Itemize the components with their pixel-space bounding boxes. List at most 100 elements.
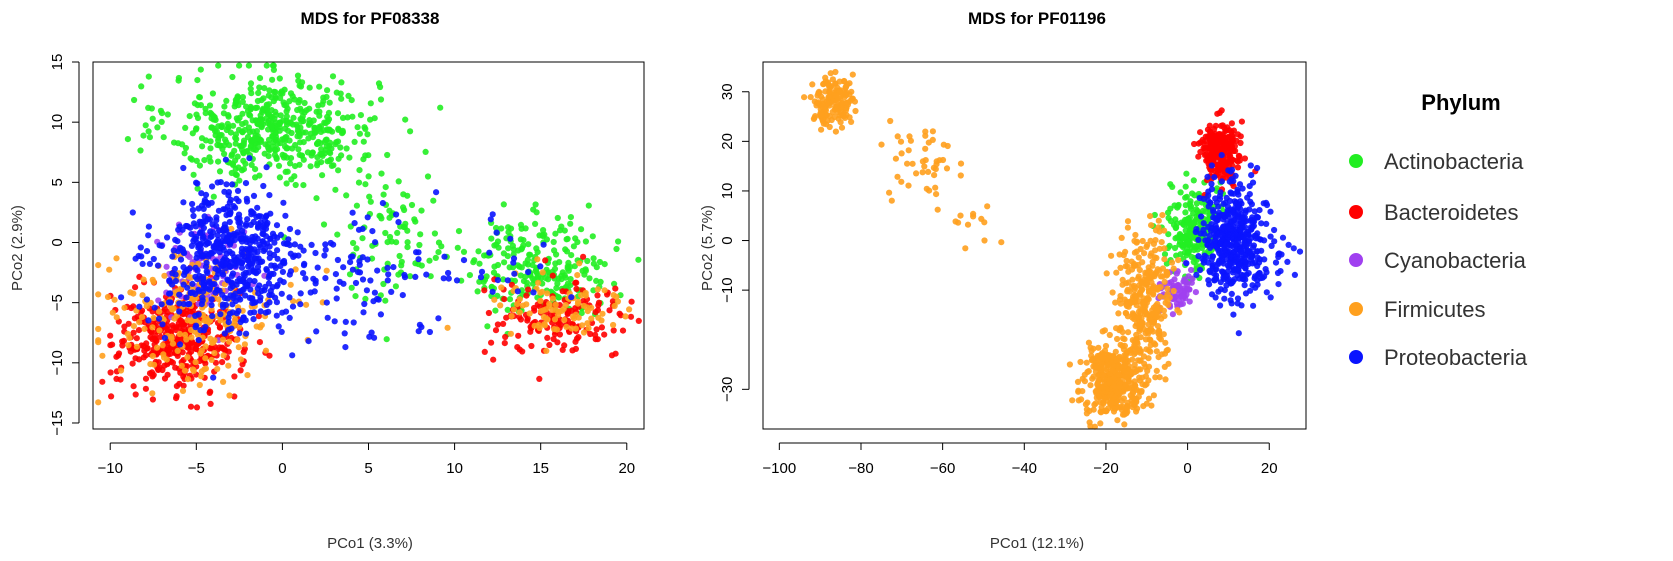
data-point bbox=[494, 261, 502, 269]
data-point bbox=[1182, 183, 1189, 190]
data-point bbox=[1180, 235, 1187, 242]
data-point bbox=[1103, 397, 1110, 404]
data-point bbox=[193, 322, 200, 329]
data-point bbox=[160, 134, 167, 141]
data-point bbox=[334, 138, 342, 145]
data-point bbox=[517, 221, 525, 228]
data-point bbox=[1137, 357, 1144, 364]
data-point bbox=[529, 280, 537, 287]
data-point bbox=[555, 311, 562, 319]
data-point bbox=[308, 241, 315, 248]
data-point bbox=[1214, 110, 1221, 117]
data-point bbox=[206, 389, 213, 396]
data-point bbox=[507, 330, 514, 337]
data-point bbox=[1078, 396, 1085, 403]
data-point bbox=[1206, 232, 1213, 239]
data-point bbox=[208, 302, 215, 309]
data-point bbox=[561, 227, 568, 234]
data-point bbox=[511, 270, 518, 277]
data-point bbox=[146, 260, 153, 267]
data-point bbox=[1256, 207, 1263, 214]
data-point bbox=[180, 199, 187, 206]
data-point bbox=[1107, 400, 1115, 407]
data-point bbox=[106, 266, 113, 273]
data-point bbox=[312, 280, 319, 287]
data-point bbox=[1124, 286, 1131, 293]
data-point bbox=[1153, 285, 1160, 292]
data-point bbox=[481, 287, 488, 294]
data-point bbox=[567, 276, 574, 283]
data-point bbox=[1151, 211, 1158, 219]
data-point bbox=[588, 315, 595, 322]
data-point bbox=[573, 285, 580, 292]
data-point bbox=[237, 367, 244, 374]
data-point bbox=[252, 117, 259, 124]
data-point bbox=[595, 314, 602, 321]
data-point bbox=[611, 280, 618, 287]
data-point bbox=[300, 182, 307, 189]
data-point bbox=[219, 227, 226, 234]
data-point bbox=[1127, 392, 1134, 399]
data-point bbox=[306, 117, 313, 124]
data-point bbox=[1186, 298, 1193, 305]
data-point bbox=[1186, 286, 1193, 293]
data-point bbox=[1284, 258, 1291, 265]
data-point bbox=[1221, 139, 1228, 147]
legend-item: Actinobacteria bbox=[1349, 149, 1524, 174]
data-point bbox=[377, 311, 384, 318]
data-point bbox=[194, 180, 201, 187]
data-point bbox=[329, 73, 337, 80]
data-point bbox=[1147, 316, 1154, 323]
data-point bbox=[270, 66, 277, 73]
data-point bbox=[1236, 255, 1243, 262]
data-point bbox=[354, 124, 361, 131]
data-point bbox=[1272, 259, 1280, 266]
data-point bbox=[551, 247, 558, 254]
data-point bbox=[149, 115, 156, 122]
data-point bbox=[549, 295, 556, 302]
data-point bbox=[579, 322, 586, 329]
data-point bbox=[1225, 134, 1232, 141]
data-point bbox=[289, 303, 297, 310]
data-point bbox=[1117, 264, 1124, 271]
data-point bbox=[1158, 351, 1165, 358]
data-point bbox=[138, 83, 145, 90]
data-point bbox=[627, 313, 635, 320]
data-point bbox=[1263, 269, 1270, 276]
data-point bbox=[1154, 300, 1161, 308]
data-point bbox=[1241, 282, 1248, 289]
data-point bbox=[1228, 253, 1235, 260]
legend-swatch bbox=[1349, 154, 1363, 168]
data-point bbox=[943, 165, 951, 172]
data-point bbox=[164, 371, 171, 378]
data-point bbox=[1132, 294, 1139, 301]
data-point bbox=[546, 341, 553, 349]
data-point bbox=[187, 403, 195, 410]
data-point bbox=[610, 321, 617, 329]
data-point bbox=[488, 283, 495, 291]
data-point bbox=[294, 72, 302, 79]
data-point bbox=[1222, 241, 1229, 248]
data-point bbox=[367, 116, 374, 123]
data-point bbox=[843, 99, 850, 107]
data-point bbox=[401, 271, 408, 279]
data-point bbox=[1131, 351, 1138, 358]
data-point bbox=[1122, 310, 1130, 317]
data-point bbox=[363, 287, 370, 294]
data-point bbox=[564, 235, 571, 242]
data-point bbox=[303, 107, 310, 114]
data-point bbox=[207, 249, 214, 256]
data-point bbox=[1132, 231, 1139, 239]
data-point bbox=[542, 275, 549, 282]
data-point bbox=[415, 328, 422, 335]
data-point bbox=[1237, 246, 1244, 253]
data-point bbox=[232, 140, 239, 147]
data-point bbox=[383, 336, 390, 343]
data-point bbox=[226, 207, 234, 214]
data-point bbox=[1108, 252, 1115, 259]
data-point bbox=[192, 312, 199, 319]
data-point bbox=[1181, 288, 1188, 295]
data-point bbox=[350, 319, 357, 326]
data-point bbox=[970, 213, 977, 220]
data-point bbox=[1158, 239, 1165, 246]
